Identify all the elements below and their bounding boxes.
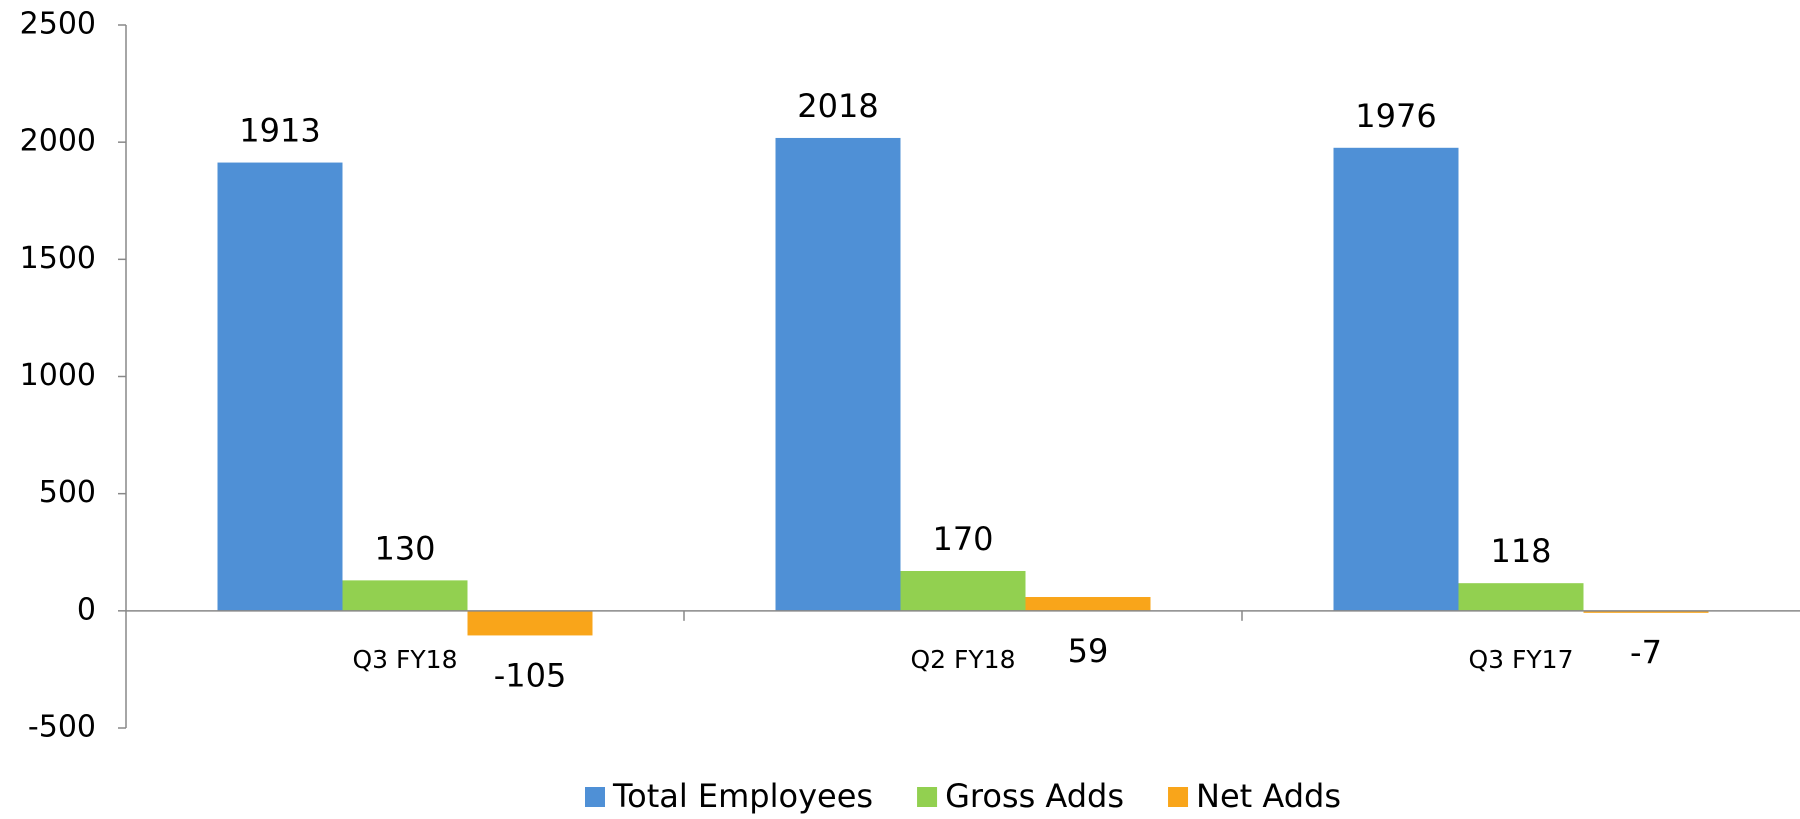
legend-swatch xyxy=(585,787,605,807)
bar xyxy=(467,610,593,636)
data-label: -105 xyxy=(494,656,567,694)
y-tick-label: 1000 xyxy=(20,358,96,393)
bar xyxy=(900,570,1026,611)
legend-label: Net Adds xyxy=(1196,777,1341,815)
data-label: 59 xyxy=(1068,632,1109,670)
legend-label: Total Employees xyxy=(612,777,873,815)
bar xyxy=(775,137,901,611)
data-label: 2018 xyxy=(797,87,878,125)
data-label: 1976 xyxy=(1355,97,1436,135)
bar xyxy=(1333,147,1459,611)
y-tick-label: -500 xyxy=(28,710,96,745)
legend-swatch xyxy=(917,787,938,807)
y-tick-label: 2000 xyxy=(20,124,96,159)
data-label: 118 xyxy=(1490,532,1551,570)
x-tick-label: Q3 FY17 xyxy=(1469,645,1574,674)
data-label: 130 xyxy=(374,529,435,567)
y-tick-label: 1500 xyxy=(20,241,96,276)
bar xyxy=(1025,597,1151,611)
x-tick-label: Q2 FY18 xyxy=(911,645,1016,674)
bar xyxy=(1583,610,1709,613)
legend-label: Gross Adds xyxy=(945,777,1124,815)
x-tick-label: Q3 FY18 xyxy=(353,645,458,674)
y-tick-label: 2500 xyxy=(20,7,96,42)
y-tick-label: 0 xyxy=(77,592,96,627)
bar xyxy=(1458,583,1584,611)
bar xyxy=(217,162,343,611)
y-tick-label: 500 xyxy=(39,475,96,510)
legend-swatch xyxy=(1168,787,1189,807)
data-label: 1913 xyxy=(239,112,320,150)
bar xyxy=(342,580,468,611)
data-label: 170 xyxy=(932,520,993,558)
data-label: -7 xyxy=(1630,633,1662,671)
